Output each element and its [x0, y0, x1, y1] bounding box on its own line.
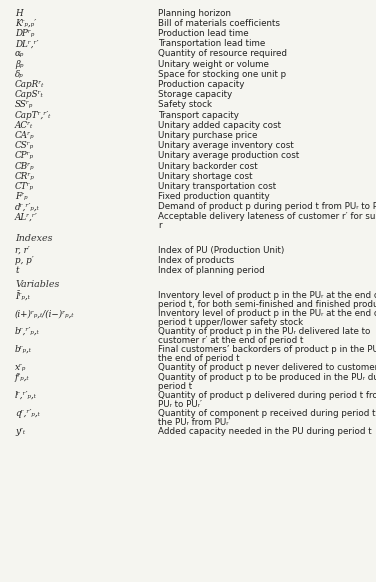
- Text: Quantity of product p in the PUᵣ delivered late to: Quantity of product p in the PUᵣ deliver…: [158, 327, 370, 336]
- Text: CAʳₚ: CAʳₚ: [15, 131, 35, 140]
- Text: Unitary average inventory cost: Unitary average inventory cost: [158, 141, 294, 150]
- Text: CapTʳ,ʳ′ₜ: CapTʳ,ʳ′ₜ: [15, 111, 52, 119]
- Text: customer r′ at the end of period t: customer r′ at the end of period t: [158, 336, 303, 345]
- Text: lʳ,ʳ′ₚ,ₜ: lʳ,ʳ′ₚ,ₜ: [15, 391, 37, 400]
- Text: r: r: [158, 221, 162, 230]
- Text: qʳ,ʳ′ₚ,ₜ: qʳ,ʳ′ₚ,ₜ: [15, 409, 40, 418]
- Text: Fʳₚ: Fʳₚ: [15, 192, 28, 201]
- Text: Unitary added capacity cost: Unitary added capacity cost: [158, 120, 281, 130]
- Text: Variables: Variables: [15, 279, 59, 289]
- Text: Indexes: Indexes: [15, 234, 53, 243]
- Text: δₚ: δₚ: [15, 70, 24, 79]
- Text: DPʳₚ: DPʳₚ: [15, 29, 35, 38]
- Text: Index of products: Index of products: [158, 255, 234, 265]
- Text: Unitary purchase price: Unitary purchase price: [158, 131, 257, 140]
- Text: Added capacity needed in the PU during period t: Added capacity needed in the PU during p…: [158, 427, 371, 436]
- Text: Quantity of product p to be produced in the PUᵣ during: Quantity of product p to be produced in …: [158, 373, 376, 382]
- Text: Index of planning period: Index of planning period: [158, 266, 265, 275]
- Text: CPʳₚ: CPʳₚ: [15, 151, 34, 160]
- Text: fʳₚ,ₜ: fʳₚ,ₜ: [15, 373, 30, 382]
- Text: Production lead time: Production lead time: [158, 29, 249, 38]
- Text: Quantity of component p received during period t at: Quantity of component p received during …: [158, 409, 376, 418]
- Text: CSʳₚ: CSʳₚ: [15, 141, 34, 150]
- Text: Transport capacity: Transport capacity: [158, 111, 239, 119]
- Text: Fixed production quantity: Fixed production quantity: [158, 192, 270, 201]
- Text: PUᵣ to PUᵣ′: PUᵣ to PUᵣ′: [158, 400, 202, 409]
- Text: Kʳₚ,ₚ′: Kʳₚ,ₚ′: [15, 19, 36, 28]
- Text: CapRʳₜ: CapRʳₜ: [15, 80, 44, 89]
- Text: p, p′: p, p′: [15, 255, 34, 265]
- Text: Planning horizon: Planning horizon: [158, 9, 231, 17]
- Text: ALʳ,ʳ′: ALʳ,ʳ′: [15, 212, 38, 221]
- Text: βₚ: βₚ: [15, 59, 24, 69]
- Text: period t: period t: [158, 382, 192, 391]
- Text: the end of period t: the end of period t: [158, 354, 240, 363]
- Text: Acceptable delivery lateness of customer r′ for supplier: Acceptable delivery lateness of customer…: [158, 212, 376, 221]
- Text: xʳₚ: xʳₚ: [15, 363, 26, 372]
- Text: Bill of materials coefficients: Bill of materials coefficients: [158, 19, 280, 28]
- Text: period t, for both semi-finished and finished products: period t, for both semi-finished and fin…: [158, 300, 376, 309]
- Text: Safety stock: Safety stock: [158, 100, 212, 109]
- Text: bʳ,ʳ′ₚ,ₜ: bʳ,ʳ′ₚ,ₜ: [15, 327, 40, 336]
- Text: Storage capacity: Storage capacity: [158, 90, 232, 99]
- Text: bʳₚ,ₜ: bʳₚ,ₜ: [15, 345, 32, 354]
- Text: Inventory level of product p in the PUᵣ at the end of: Inventory level of product p in the PUᵣ …: [158, 292, 376, 300]
- Text: dʳ,ʳ′ₚ,ₜ: dʳ,ʳ′ₚ,ₜ: [15, 202, 40, 211]
- Text: ACʳₜ: ACʳₜ: [15, 120, 33, 130]
- Text: Unitary backorder cost: Unitary backorder cost: [158, 161, 258, 171]
- Text: period t upper/lower safety stock: period t upper/lower safety stock: [158, 318, 303, 327]
- Text: Production capacity: Production capacity: [158, 80, 244, 89]
- Text: Unitary transportation cost: Unitary transportation cost: [158, 182, 276, 191]
- Text: Quantity of product p delivered during period t from: Quantity of product p delivered during p…: [158, 391, 376, 400]
- Text: yʳₜ: yʳₜ: [15, 427, 25, 436]
- Text: CTʳₚ: CTʳₚ: [15, 182, 34, 191]
- Text: Space for stocking one unit p: Space for stocking one unit p: [158, 70, 286, 79]
- Text: Īʳₚ,ₜ: Īʳₚ,ₜ: [15, 292, 30, 301]
- Text: (i+)ʳₚ,ₜ/(i−)ʳₚ,ₜ: (i+)ʳₚ,ₜ/(i−)ʳₚ,ₜ: [15, 309, 74, 318]
- Text: r, r′: r, r′: [15, 246, 30, 254]
- Text: Quantity of product p never delivered to customer r: Quantity of product p never delivered to…: [158, 363, 376, 372]
- Text: Unitary weight or volume: Unitary weight or volume: [158, 59, 269, 69]
- Text: CRʳₚ: CRʳₚ: [15, 172, 35, 180]
- Text: Demand of product p during period t from PUᵣ to PUᵣ′: Demand of product p during period t from…: [158, 202, 376, 211]
- Text: t: t: [15, 266, 18, 275]
- Text: Unitary shortage cost: Unitary shortage cost: [158, 172, 252, 180]
- Text: CapSʳₜ: CapSʳₜ: [15, 90, 44, 99]
- Text: CBʳₚ: CBʳₚ: [15, 161, 35, 171]
- Text: DLʳ,ʳ′: DLʳ,ʳ′: [15, 40, 38, 48]
- Text: Transportation lead time: Transportation lead time: [158, 40, 265, 48]
- Text: H: H: [15, 9, 23, 17]
- Text: Quantity of resource required: Quantity of resource required: [158, 49, 287, 58]
- Text: SSʳₚ: SSʳₚ: [15, 100, 33, 109]
- Text: Final customers’ backorders of product p in the PUᵣ at: Final customers’ backorders of product p…: [158, 345, 376, 354]
- Text: Unitary average production cost: Unitary average production cost: [158, 151, 299, 160]
- Text: Index of PU (Production Unit): Index of PU (Production Unit): [158, 246, 284, 254]
- Text: Inventory level of product p in the PUᵣ at the end of: Inventory level of product p in the PUᵣ …: [158, 309, 376, 318]
- Text: the PUᵣ from PUᵣ′: the PUᵣ from PUᵣ′: [158, 418, 230, 427]
- Text: αₚ: αₚ: [15, 49, 24, 58]
